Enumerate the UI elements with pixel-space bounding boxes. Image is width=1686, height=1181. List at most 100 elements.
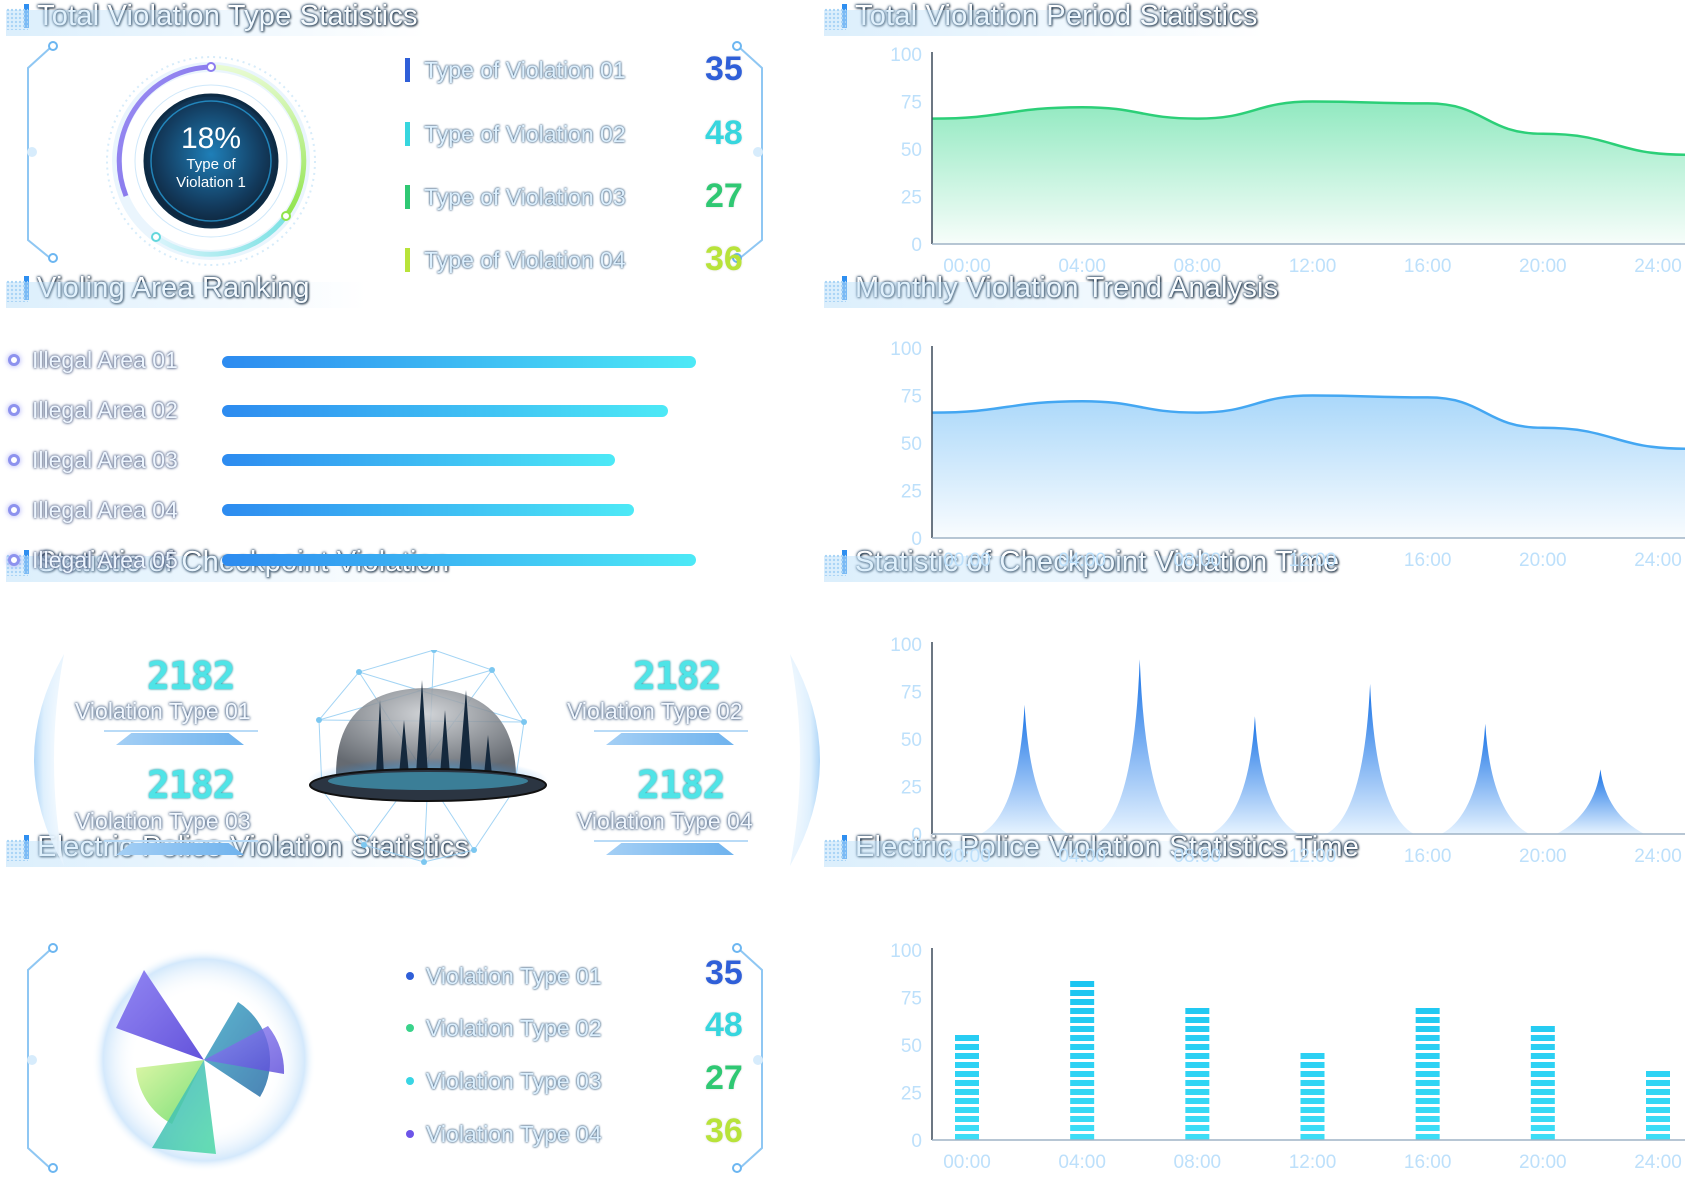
divider	[104, 730, 258, 732]
type-legend-item: Type of Violation 04	[405, 240, 626, 280]
type-stats-frame	[27, 41, 763, 263]
bullet-icon	[8, 504, 20, 516]
2-y-tick-label: 75	[901, 683, 922, 704]
1-area-fill	[932, 395, 1685, 538]
2-spike	[1441, 723, 1530, 834]
electric-legend-item: Violation Type 04	[406, 1114, 602, 1154]
0-y-tick-label: 50	[901, 140, 922, 161]
monthly-area-chart: 0 25 50 75 100 00:00 04:00 08:00 12:00 16:00 20:00…	[890, 339, 1686, 571]
bullet-icon	[8, 554, 20, 566]
legend-dot	[406, 1077, 414, 1085]
1-x-tick-label: 04:00	[1058, 550, 1106, 571]
area-rank-row: Illegal Area 03	[8, 440, 178, 480]
electric-legend-item: Violation Type 01	[406, 956, 602, 996]
electric-frame	[27, 943, 763, 1173]
legend-color-mark	[405, 58, 410, 82]
0-y-tick-label: 25	[901, 188, 922, 209]
3-bar	[1646, 1071, 1670, 1140]
gauge-percent: 18%	[180, 122, 242, 155]
section-title-electric: Electric Police Violation Statistics	[6, 831, 476, 867]
electric-legend-item: Violation Type 03	[406, 1061, 602, 1101]
0-area-fill	[932, 101, 1685, 244]
1-x-tick-label: 08:00	[1174, 550, 1222, 571]
area-rank-row: Illegal Area 04	[8, 490, 178, 530]
2-y-tick-label: 0	[911, 825, 922, 846]
legend-dot	[406, 1024, 414, 1032]
area-rank-row: Illegal Area 01	[8, 340, 178, 380]
period-area-chart: 0 25 50 75 100 00:00 04:00 08:00 12:00 16:00 20:00…	[890, 45, 1686, 277]
type-legend-value: 35	[705, 50, 743, 88]
section-title-electric-time: Electric Police Violation Statistics Tim…	[824, 831, 1364, 867]
0-x-tick-label: 16:00	[1404, 256, 1452, 277]
0-y-tick-label: 100	[890, 45, 922, 66]
0-x-tick-label: 00:00	[943, 256, 991, 277]
section-title-checkpoint-time: Statistic of Checkpoint Violation Time	[824, 546, 1344, 582]
type-legend-item: Type of Violation 03	[405, 177, 626, 217]
area-rank-bar	[222, 405, 668, 417]
2-x-tick-label: 00:00	[943, 846, 991, 867]
1-y-tick-label: 0	[911, 529, 922, 550]
checkpoint-value: 2182	[147, 763, 236, 807]
3-y-tick-label: 100	[890, 941, 922, 962]
0-x-tick-label: 04:00	[1058, 256, 1106, 277]
legend-color-mark	[405, 185, 410, 209]
electric-legend-value: 27	[705, 1059, 743, 1097]
2-spike	[1556, 769, 1645, 834]
checkpoint-time-chart: 0 25 50 75 100 00:00 04:00 08:00 12:00 16:00 20:00…	[890, 635, 1685, 867]
2-y-tick-label: 100	[890, 635, 922, 656]
2-spike	[1326, 683, 1415, 834]
area-rank-bar	[222, 356, 696, 368]
section-title-type-stats: Total Violation Type Statistics	[6, 0, 426, 36]
legend-color-mark	[405, 122, 410, 146]
0-x-tick-label: 12:00	[1289, 256, 1337, 277]
checkpoint-plate	[606, 733, 734, 745]
type-legend-value: 48	[705, 114, 743, 152]
checkpoint-value: 2182	[637, 763, 726, 807]
section-title-monthly-trend: Monthly Violation Trend Analysis	[824, 272, 1284, 308]
3-x-tick-label: 12:00	[1289, 1152, 1337, 1173]
area-rank-bar	[222, 454, 615, 466]
2-y-tick-label: 50	[901, 730, 922, 751]
electric-legend-value: 35	[705, 954, 743, 992]
type-legend-item: Type of Violation 02	[405, 114, 626, 154]
checkpoint-label: Violation Type 01	[75, 698, 251, 724]
section-title-area-ranking: Violing Area Ranking	[6, 272, 366, 308]
bullet-icon	[8, 454, 20, 466]
2-y-tick-label: 25	[901, 778, 922, 799]
gauge: 18% Type of Violation 1	[96, 56, 326, 266]
0-y-tick-label: 75	[901, 93, 922, 114]
1-y-tick-label: 75	[901, 387, 922, 408]
3-bar	[1070, 981, 1095, 1140]
checkpoint-plate	[116, 843, 244, 855]
area-rank-row: Illegal Area 05	[8, 540, 178, 580]
3-x-tick-label: 04:00	[1058, 1152, 1106, 1173]
area-rank-bar	[222, 554, 696, 566]
electric-rose-chart	[92, 948, 316, 1172]
1-y-tick-label: 25	[901, 482, 922, 503]
legend-dot	[406, 1130, 414, 1138]
2-x-tick-label: 12:00	[1289, 846, 1337, 867]
checkpoint-value: 2182	[633, 654, 722, 698]
checkpoint-label: Violation Type 02	[567, 698, 743, 724]
1-x-tick-label: 12:00	[1289, 550, 1337, 571]
divider	[104, 840, 258, 842]
area-rank-bar	[222, 504, 634, 516]
electric-legend-value: 48	[705, 1006, 743, 1044]
3-x-tick-label: 16:00	[1404, 1152, 1452, 1173]
2-x-tick-label: 04:00	[1058, 846, 1106, 867]
electric-legend-value: 36	[705, 1112, 743, 1150]
1-x-tick-label: 20:00	[1519, 550, 1567, 571]
0-y-tick-label: 0	[911, 235, 922, 256]
3-y-tick-label: 25	[901, 1084, 922, 1105]
bullet-icon	[8, 404, 20, 416]
1-y-tick-label: 50	[901, 434, 922, 455]
type-legend-value: 27	[705, 177, 743, 215]
area-rank-row: Illegal Area 02	[8, 390, 178, 430]
legend-dot	[406, 972, 414, 980]
3-bar	[955, 1035, 979, 1140]
1-x-tick-label: 16:00	[1404, 550, 1452, 571]
3-x-tick-label: 24:00	[1634, 1152, 1682, 1173]
type-legend-value: 36	[705, 240, 743, 278]
gauge-label-line1: Type of	[186, 156, 236, 173]
section-title-period-stats: Total Violation Period Statistics	[824, 0, 1264, 36]
